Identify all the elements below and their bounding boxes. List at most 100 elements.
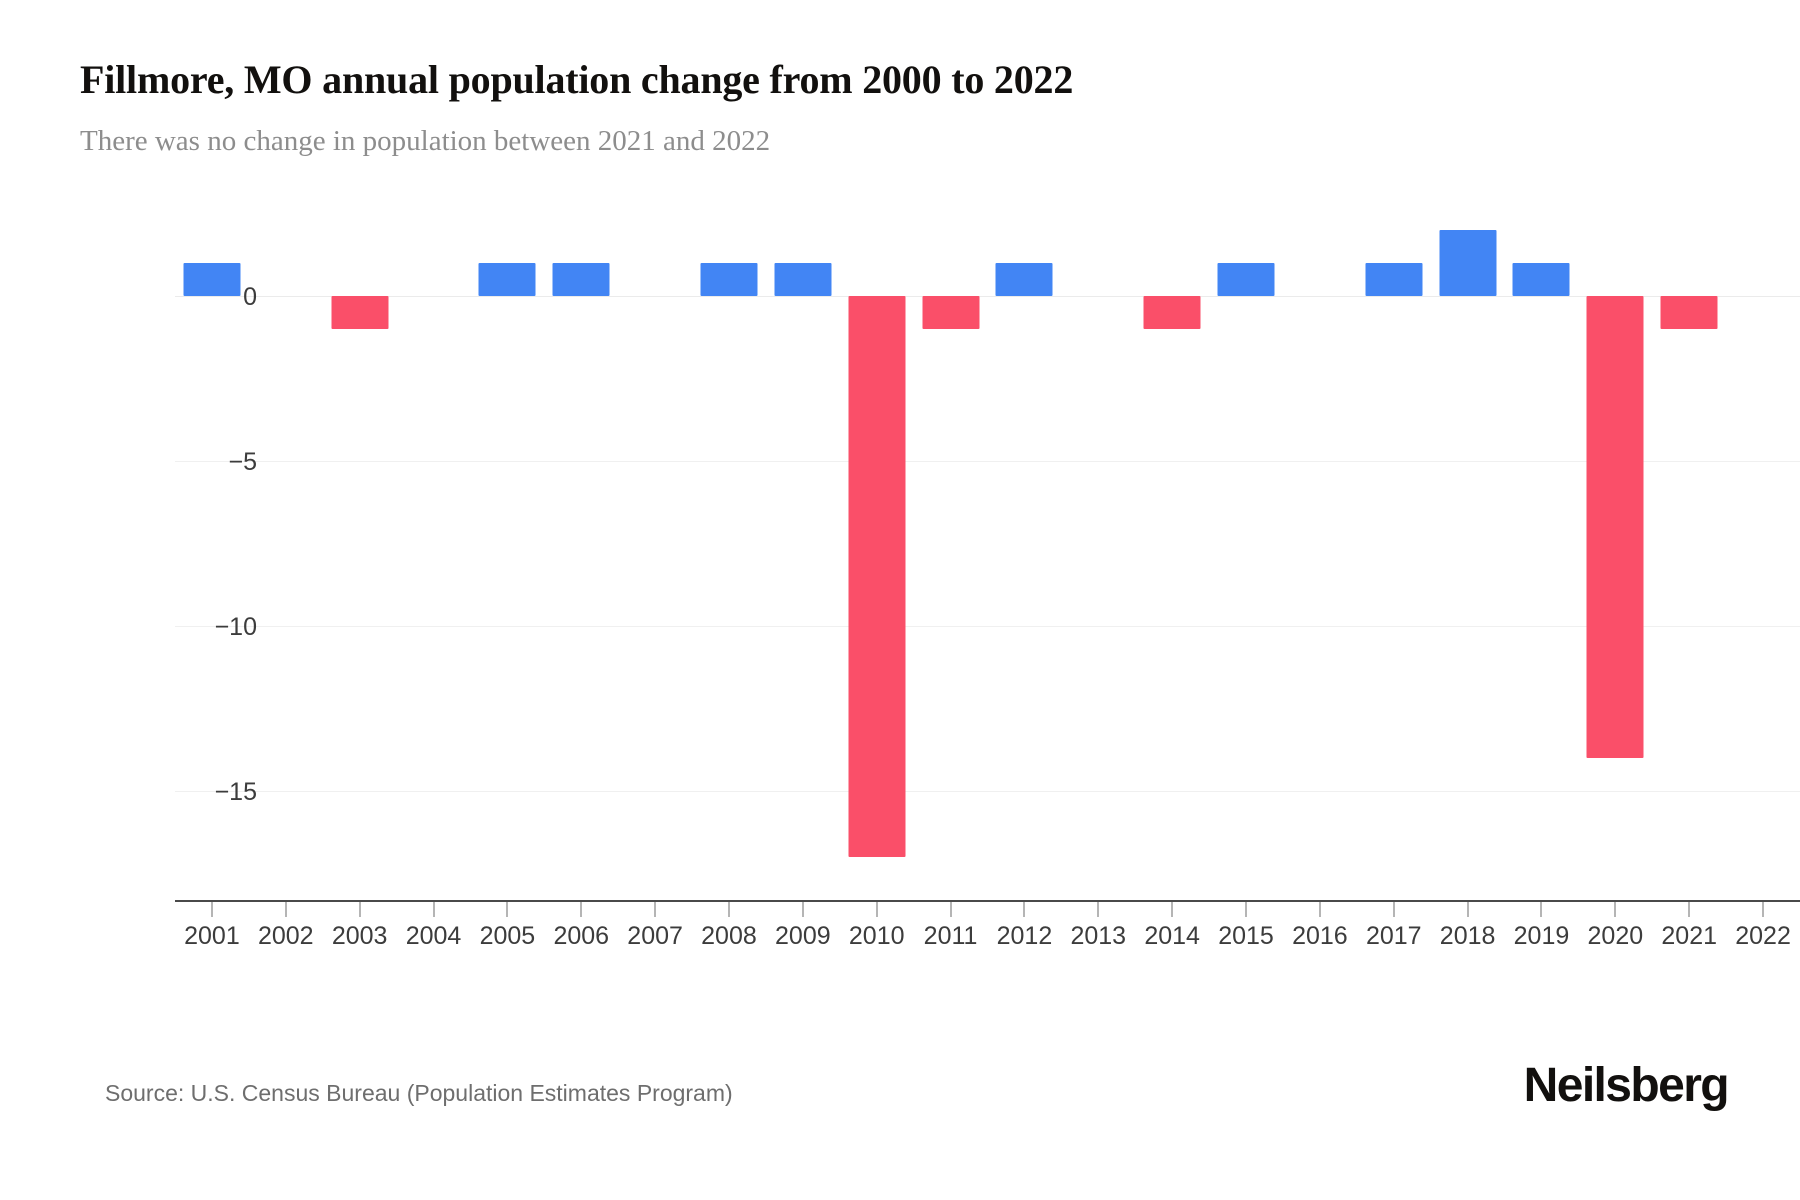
bar[interactable]: [552, 262, 610, 296]
x-axis-label: 2013: [1070, 922, 1127, 950]
x-axis-tick: [1097, 902, 1099, 917]
bar-slot[interactable]: [618, 210, 692, 890]
x-axis-tick: [1023, 902, 1025, 917]
x-axis-label: 2007: [627, 922, 683, 950]
x-axis-tick: [1171, 902, 1173, 917]
y-axis-label: 0: [243, 282, 257, 311]
x-axis-tick: [1393, 902, 1395, 917]
x-axis-label: 2005: [479, 922, 536, 950]
x-axis-tick: [1319, 902, 1321, 917]
bar[interactable]: [1143, 295, 1201, 329]
bar[interactable]: [774, 262, 832, 296]
bar-slot[interactable]: [175, 210, 249, 890]
x-axis-tick: [654, 902, 656, 917]
bar-slot[interactable]: [1061, 210, 1135, 890]
bar-slot[interactable]: [544, 210, 618, 890]
x-axis-tick: [1540, 902, 1542, 917]
source-note: Source: U.S. Census Bureau (Population E…: [105, 1080, 733, 1106]
bar[interactable]: [848, 295, 906, 857]
bar[interactable]: [922, 295, 980, 329]
x-axis-label: 2008: [701, 922, 757, 950]
x-axis-label: 2014: [1144, 922, 1200, 950]
gridline: [175, 790, 1800, 792]
x-axis-label: 2022: [1735, 922, 1791, 950]
bar[interactable]: [1660, 295, 1718, 329]
x-axis-tick: [433, 902, 435, 917]
gridline: [175, 460, 1800, 462]
bar[interactable]: [1365, 262, 1423, 296]
plot-area: 0 −5 −10 −15: [175, 210, 1800, 890]
bar[interactable]: [1586, 295, 1644, 758]
x-axis-label: 2012: [996, 922, 1053, 950]
bar-slot[interactable]: [766, 210, 840, 890]
y-axis-label: −10: [214, 612, 257, 641]
x-axis-tick: [1467, 902, 1469, 917]
x-axis-label: 2018: [1439, 922, 1496, 950]
bar-slot[interactable]: [1726, 210, 1800, 890]
bar-slot[interactable]: [1283, 210, 1357, 890]
x-axis-tick: [285, 902, 287, 917]
x-axis-label: 2006: [553, 922, 610, 950]
x-axis-label: 2003: [331, 922, 388, 950]
bar-slot[interactable]: [249, 210, 323, 890]
bar-slot[interactable]: [1652, 210, 1726, 890]
y-axis-label: −15: [214, 777, 257, 806]
x-axis-tick: [1245, 902, 1247, 917]
x-axis-label: 2010: [848, 922, 905, 950]
x-axis-label: 2011: [923, 922, 978, 950]
bar[interactable]: [478, 262, 536, 296]
bar-slot[interactable]: [1135, 210, 1209, 890]
x-axis-tick: [211, 902, 213, 917]
x-axis-tick: [1614, 902, 1616, 917]
x-axis-tick: [802, 902, 804, 917]
bar[interactable]: [1439, 229, 1497, 296]
x-axis-line: [175, 900, 1800, 902]
bar-slot[interactable]: [914, 210, 988, 890]
bar-slot[interactable]: [397, 210, 471, 890]
x-axis-tick: [728, 902, 730, 917]
x-axis-label: 2019: [1513, 922, 1570, 950]
page-subtitle: There was no change in population betwee…: [80, 125, 771, 157]
bar[interactable]: [1217, 262, 1275, 296]
bar-slot[interactable]: [470, 210, 544, 890]
y-axis-label: −5: [228, 447, 257, 476]
bar[interactable]: [995, 262, 1053, 296]
x-axis-label: 2015: [1218, 922, 1274, 950]
bar[interactable]: [1512, 262, 1570, 296]
x-axis-tick: [506, 902, 508, 917]
bar-slot[interactable]: [692, 210, 766, 890]
x-axis-tick: [1762, 902, 1764, 917]
bar-slot[interactable]: [840, 210, 914, 890]
x-axis-label: 2020: [1587, 922, 1644, 950]
bar[interactable]: [331, 295, 389, 329]
bar-slot[interactable]: [988, 210, 1062, 890]
bar-slot[interactable]: [1209, 210, 1283, 890]
bar[interactable]: [700, 262, 758, 296]
x-axis-label: 2001: [184, 922, 240, 950]
bar[interactable]: [183, 262, 241, 296]
x-axis-label: 2004: [405, 922, 462, 950]
x-axis-tick: [950, 902, 952, 917]
x-axis-label: 2016: [1292, 922, 1348, 950]
x-axis-tick: [1688, 902, 1690, 917]
page-title: Fillmore, MO annual population change fr…: [80, 57, 1074, 102]
x-axis-tick: [580, 902, 582, 917]
brand-logo: Neilsberg: [1523, 1059, 1730, 1112]
x-axis-label: 2017: [1365, 922, 1422, 950]
bar-slot[interactable]: [1505, 210, 1579, 890]
gridline: [175, 625, 1800, 627]
bar-series: [175, 210, 1800, 890]
x-axis-label: 2009: [775, 922, 831, 950]
bar-chart: 0 −5 −10 −15 2001 2002 2003 2004 2005 2006 2007 20…: [80, 210, 1800, 1000]
x-axis-tick: [876, 902, 878, 917]
bar-slot[interactable]: [1578, 210, 1652, 890]
bar-slot[interactable]: [1431, 210, 1505, 890]
x-axis-label: 2002: [257, 922, 314, 950]
x-axis-tick: [359, 902, 361, 917]
bar-slot[interactable]: [323, 210, 397, 890]
x-axis-label: 2021: [1661, 922, 1718, 950]
zero-line: [175, 295, 1800, 297]
bar-slot[interactable]: [1357, 210, 1431, 890]
x-axis-ticks: [175, 902, 1800, 918]
